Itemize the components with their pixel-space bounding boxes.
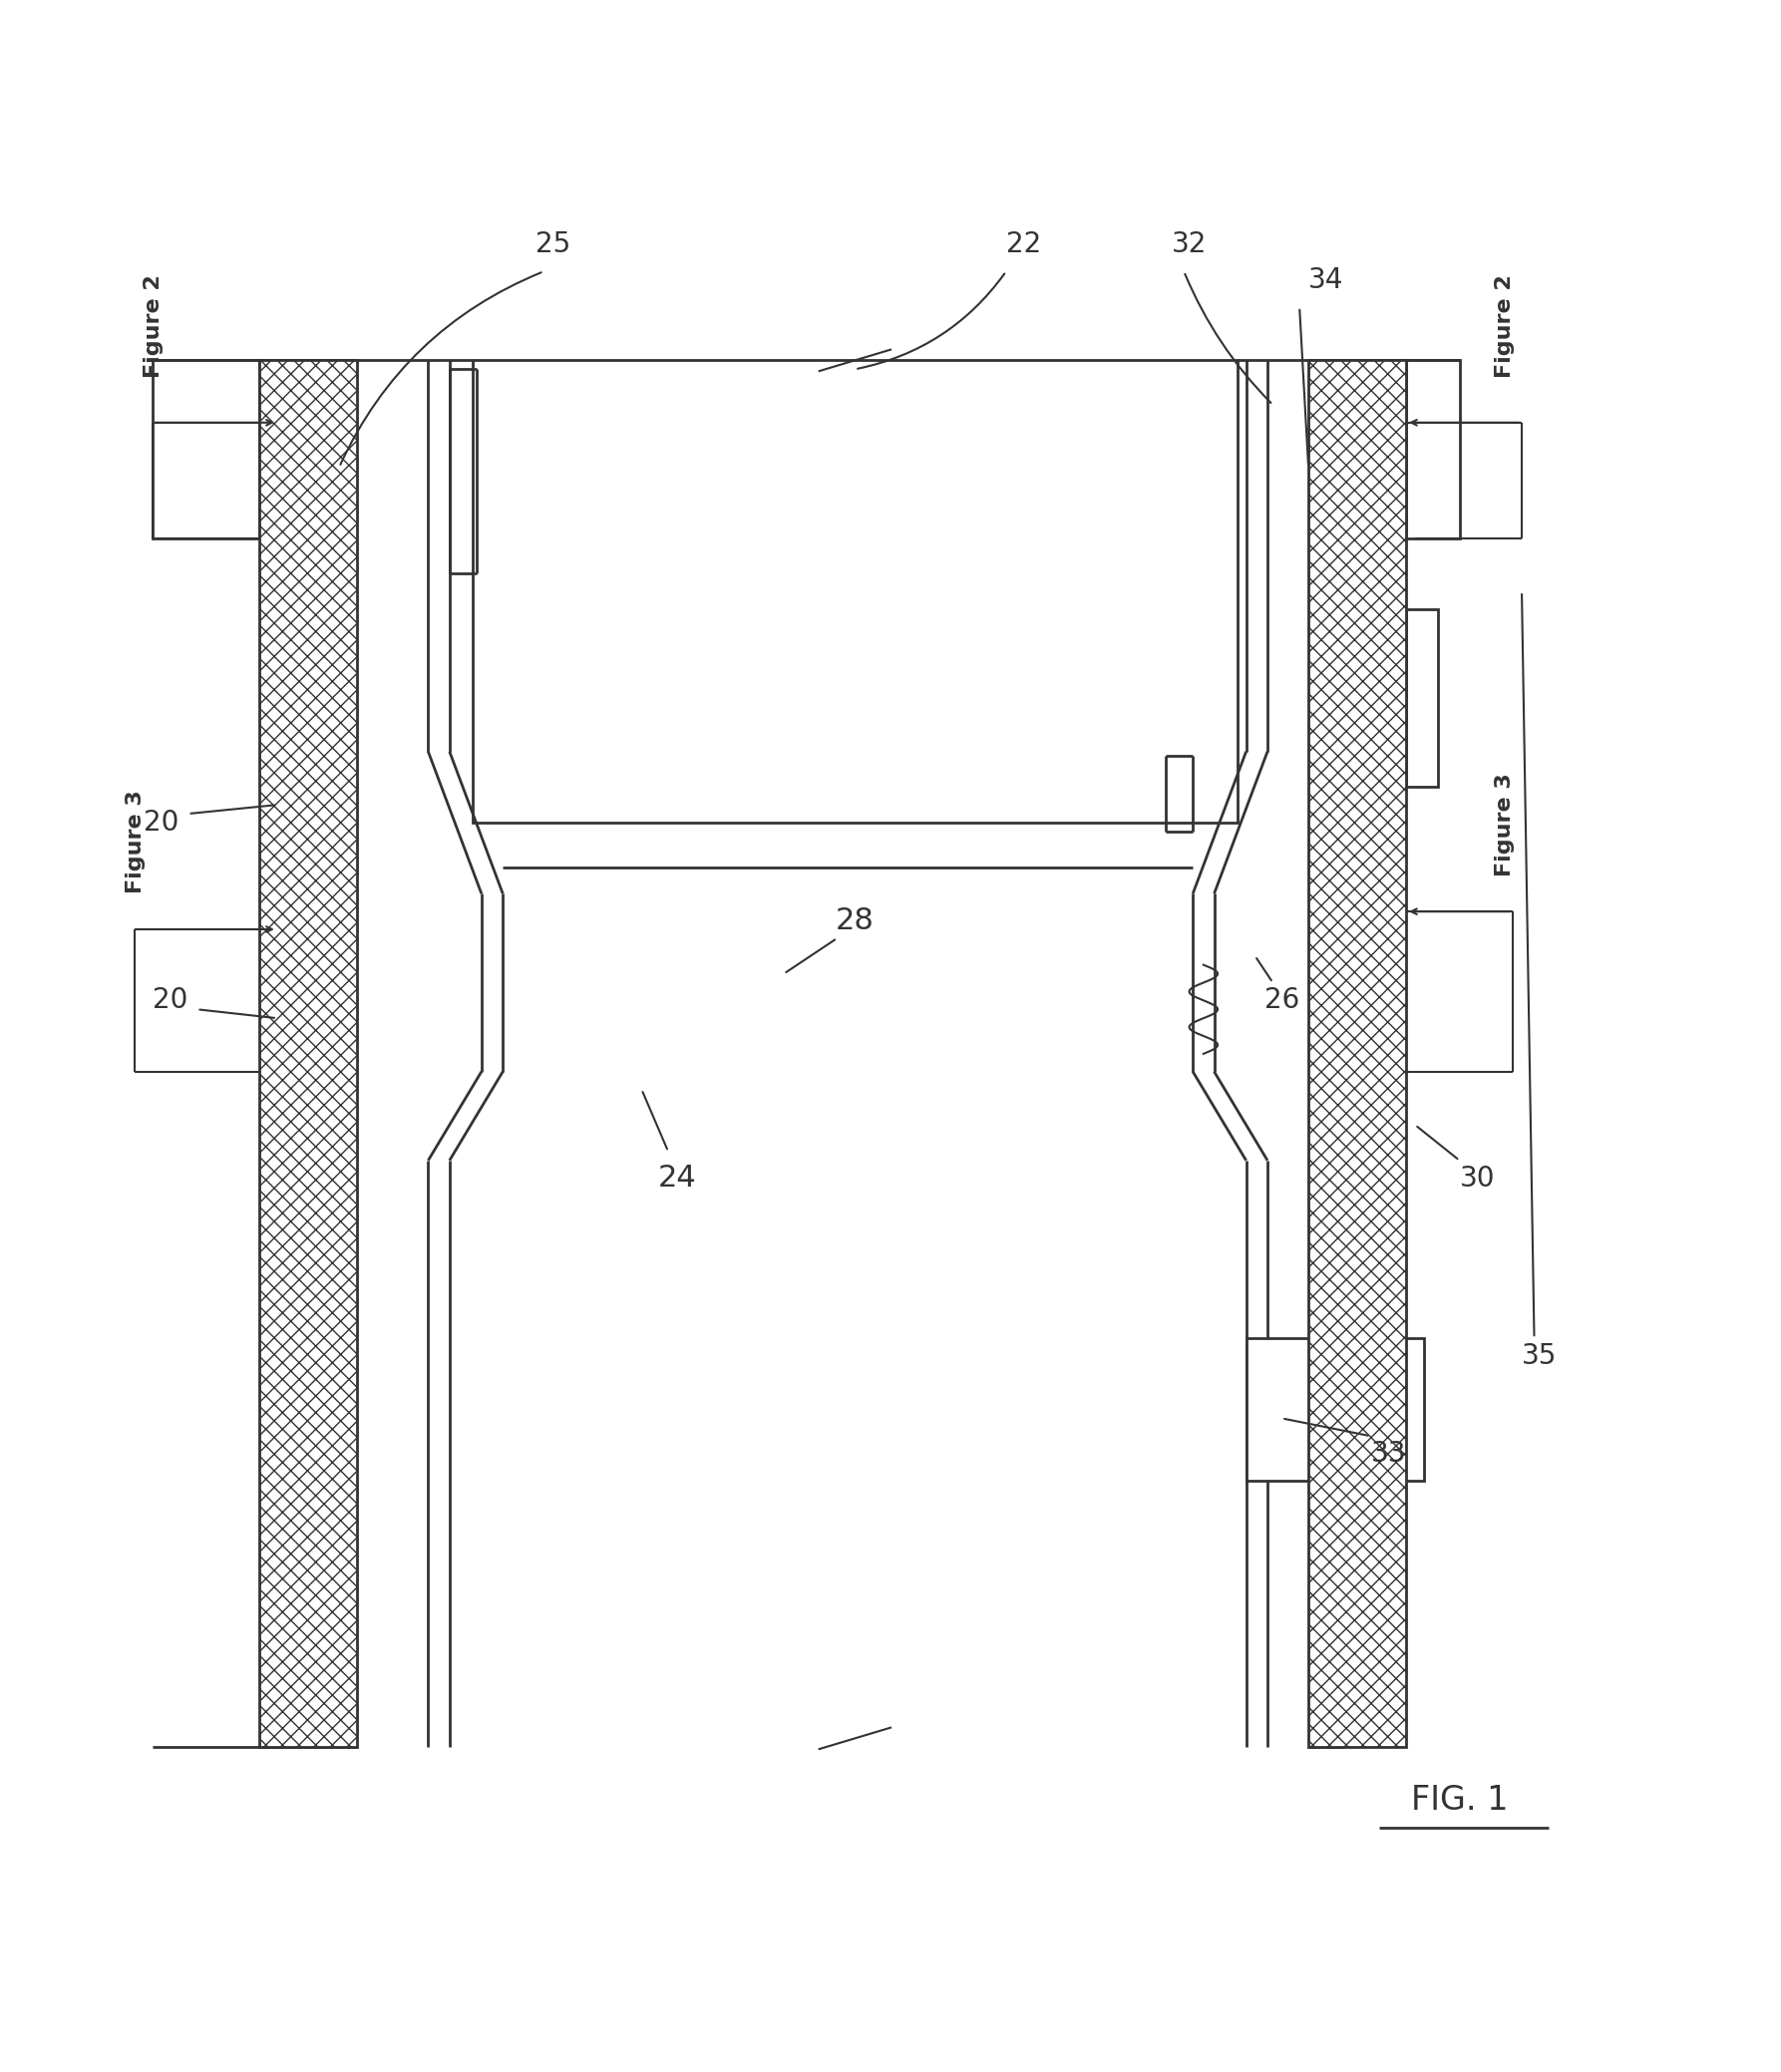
Text: 35: 35 <box>1521 1343 1557 1370</box>
Text: FIG. 1: FIG. 1 <box>1411 1784 1509 1817</box>
Bar <box>1407 361 1460 539</box>
Bar <box>1407 609 1439 787</box>
Bar <box>472 361 1238 823</box>
Text: 22: 22 <box>1006 230 1042 259</box>
Text: 24: 24 <box>657 1164 696 1193</box>
Text: 32: 32 <box>1172 230 1208 259</box>
Text: Figure 2: Figure 2 <box>144 276 164 377</box>
Text: Figure 3: Figure 3 <box>126 789 146 893</box>
Bar <box>153 361 260 539</box>
Text: 26: 26 <box>1265 986 1300 1015</box>
Text: 20: 20 <box>153 986 189 1015</box>
Text: 34: 34 <box>1309 267 1345 294</box>
Bar <box>1309 361 1407 1747</box>
Bar <box>260 361 356 1747</box>
Text: 28: 28 <box>835 905 874 934</box>
Text: 30: 30 <box>1460 1164 1494 1191</box>
Bar <box>1247 1339 1425 1481</box>
Text: Figure 3: Figure 3 <box>1494 773 1516 876</box>
Text: 33: 33 <box>1371 1440 1407 1467</box>
Text: Figure 2: Figure 2 <box>1494 276 1516 377</box>
Text: 20: 20 <box>144 808 180 837</box>
Text: 25: 25 <box>534 230 570 259</box>
